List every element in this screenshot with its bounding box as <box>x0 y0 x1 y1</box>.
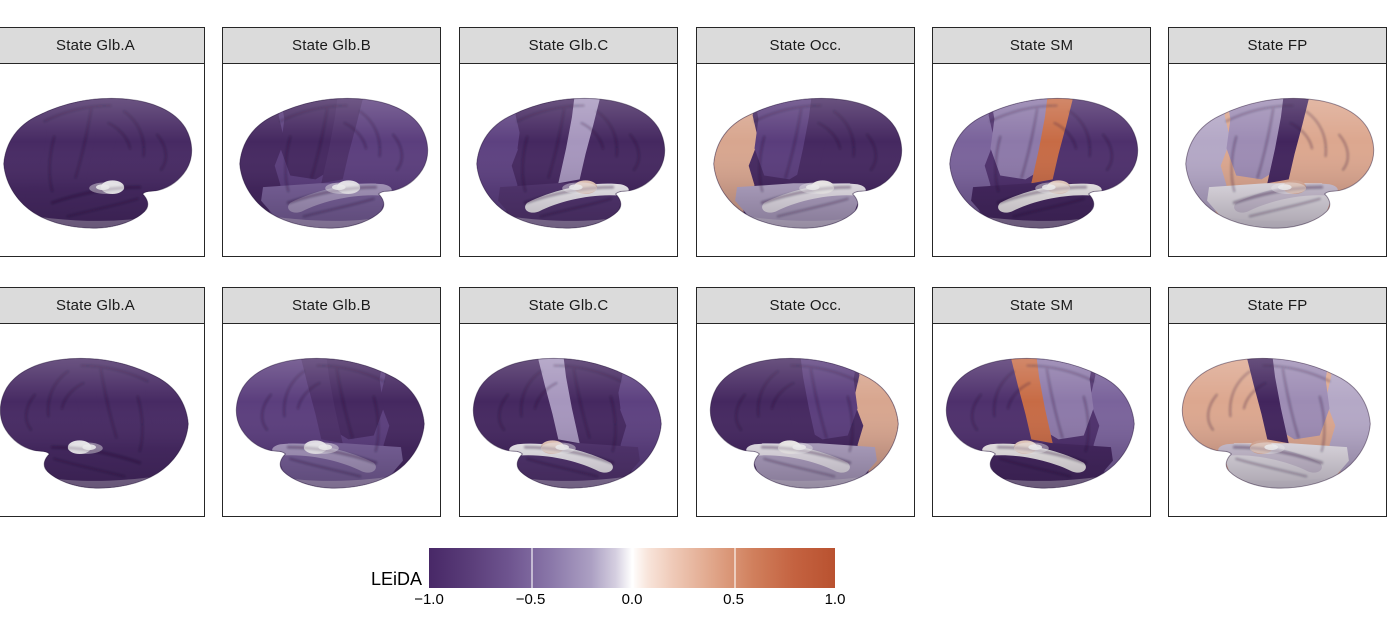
facet-strip: State Glb.A <box>0 287 205 324</box>
brain-surface <box>1181 357 1371 489</box>
facet-panel-r2-sm: State SM <box>932 287 1151 517</box>
panel-body <box>1168 324 1387 517</box>
facet-strip: State Occ. <box>696 287 915 324</box>
facet-panel-r1-fp: State FP <box>1168 27 1387 257</box>
facet-strip: State Occ. <box>696 27 915 64</box>
brain-surface <box>475 97 665 229</box>
facet-label: State Glb.A <box>56 37 135 54</box>
colorbar-tickmark <box>530 548 533 588</box>
panel-body <box>1168 64 1387 257</box>
facet-panel-r1-sm: State SM <box>932 27 1151 257</box>
facet-label: State SM <box>1009 297 1074 314</box>
facet-strip: State SM <box>932 287 1151 324</box>
facet-strip: State Glb.C <box>459 27 678 64</box>
colorbar-tickmark <box>632 548 634 588</box>
colorbar-tick-labels: −1.0 −0.5 0.0 0.5 1.0 <box>414 591 845 609</box>
facet-label: State Occ. <box>769 37 842 54</box>
facet-panel-r1-glbC: State Glb.C <box>459 27 678 257</box>
brain-surface <box>948 97 1138 229</box>
brain-surface <box>945 357 1135 489</box>
colorbar-tick-label: 0.0 <box>621 591 643 608</box>
panel-body <box>459 64 678 257</box>
facet-label: State Glb.A <box>56 297 135 314</box>
brain-surface <box>1184 97 1374 229</box>
facet-label: State FP <box>1247 297 1308 314</box>
facet-strip: State SM <box>932 27 1151 64</box>
facet-panel-r1-occ: State Occ. <box>696 27 915 257</box>
facet-label: State SM <box>1009 37 1074 54</box>
facet-label: State Glb.B <box>292 37 371 54</box>
panel-body <box>222 64 441 257</box>
facet-panel-r2-glbB: State Glb.B <box>222 287 441 517</box>
brain-surface <box>238 97 428 229</box>
colorbar-tickmark <box>733 548 736 588</box>
brain-surface <box>712 97 902 229</box>
brain-surface <box>0 357 189 489</box>
facet-panel-r1-glbB: State Glb.B <box>222 27 441 257</box>
facet-panel-r2-fp: State FP <box>1168 287 1387 517</box>
facet-strip: State Glb.C <box>459 287 678 324</box>
brain-surface <box>235 357 425 489</box>
panel-body <box>932 64 1151 257</box>
colorbar-title: LEiDA <box>370 569 422 589</box>
panel-body <box>0 64 205 257</box>
panel-body <box>696 64 915 257</box>
facet-label: State Glb.C <box>528 297 609 314</box>
panel-body <box>932 324 1151 517</box>
panel-body <box>696 324 915 517</box>
colorbar-tick-label: 1.0 <box>824 591 846 608</box>
facet-strip: State Glb.A <box>0 27 205 64</box>
facet-label: State Occ. <box>769 297 842 314</box>
panel-body <box>459 324 678 517</box>
panel-body <box>0 324 205 517</box>
colorbar <box>429 548 835 588</box>
facet-strip: State FP <box>1168 287 1387 324</box>
colorbar-tick-label: −1.0 <box>414 591 444 608</box>
facet-strip: State Glb.B <box>222 287 441 324</box>
colorbar-tick-label: 0.5 <box>723 591 744 608</box>
panel-body <box>222 324 441 517</box>
brain-surface <box>472 357 662 489</box>
facet-panel-r2-glbC: State Glb.C <box>459 287 678 517</box>
facet-label: State Glb.B <box>292 297 371 314</box>
brain-surface <box>709 357 899 489</box>
colorbar-tick-label: −0.5 <box>515 591 546 608</box>
facet-panel-r2-glbA: State Glb.A <box>0 287 205 517</box>
facet-label: State FP <box>1247 37 1308 54</box>
facet-panel-r2-occ: State Occ. <box>696 287 915 517</box>
facet-label: State Glb.C <box>528 37 609 54</box>
facet-panel-r1-glbA: State Glb.A <box>0 27 205 257</box>
facet-strip: State Glb.B <box>222 27 441 64</box>
brain-surface <box>2 97 192 229</box>
facet-strip: State FP <box>1168 27 1387 64</box>
